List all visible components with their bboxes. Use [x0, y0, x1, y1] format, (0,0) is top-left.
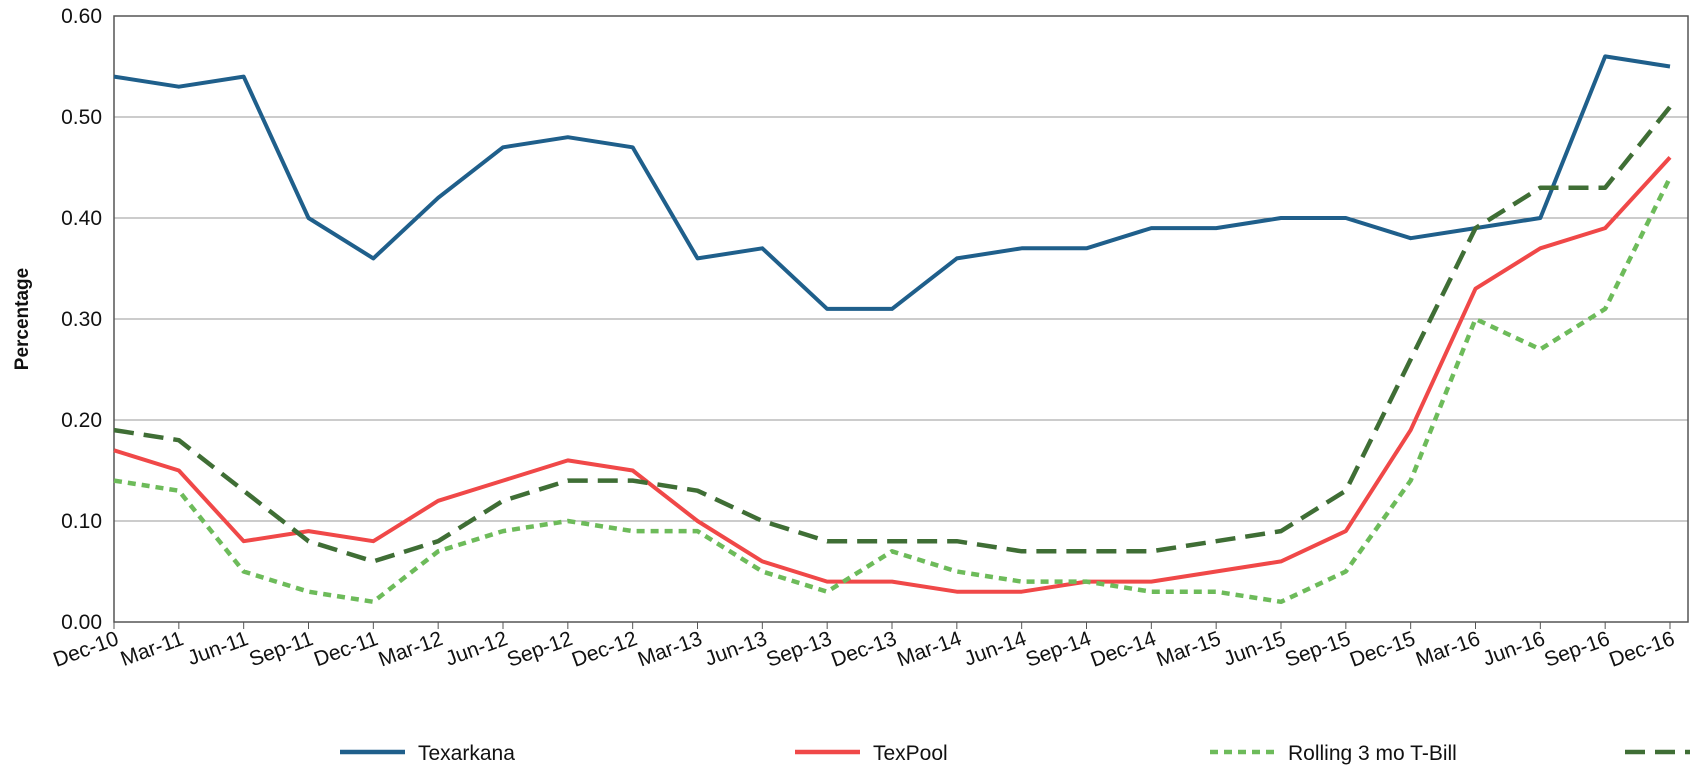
- series-line: [113, 156, 1672, 594]
- x-tick-label: Sep-14: [1023, 627, 1095, 672]
- series-line: [113, 176, 1673, 605]
- y-tick-label: 0.60: [61, 5, 102, 28]
- x-tick-label: Mar-13: [635, 627, 705, 671]
- x-tick-label: Dec-13: [828, 627, 899, 672]
- x-tick-label: Sep-15: [1282, 627, 1354, 672]
- legend-label: TexPool: [873, 742, 948, 765]
- x-tick-label: Mar-12: [375, 627, 445, 671]
- y-tick-label: 0.30: [61, 308, 102, 331]
- y-tick-label: 0.10: [61, 510, 102, 533]
- x-tick-label: Mar-15: [1153, 627, 1223, 671]
- legend-label: Texarkana: [418, 742, 515, 765]
- x-tick-label: Mar-11: [118, 627, 187, 671]
- series-line: [113, 54, 1671, 311]
- x-tick-label: Jun-13: [702, 627, 770, 671]
- x-tick-label: Sep-11: [246, 627, 316, 671]
- x-tick-label: Sep-12: [504, 627, 576, 672]
- x-tick-label: Mar-16: [1413, 627, 1483, 671]
- y-tick-label: 0.20: [61, 409, 102, 432]
- legend-label: Rolling 3 mo T-Bill: [1288, 742, 1457, 765]
- x-tick-label: Jun-15: [1220, 627, 1288, 671]
- y-axis-title: Percentage: [12, 268, 33, 370]
- plot-frame: [113, 15, 1689, 623]
- x-tick-label: Sep-16: [1541, 627, 1613, 672]
- x-tick-label: Dec-16: [1606, 627, 1677, 672]
- x-tick-label: Jun-14: [961, 627, 1030, 671]
- y-tick-label: 0.40: [61, 207, 102, 230]
- y-tick-label: 0.00: [61, 611, 102, 634]
- x-tick-label: Mar-14: [894, 627, 965, 671]
- x-tick-label: Dec-12: [569, 627, 640, 672]
- x-tick-label: Jun-16: [1480, 627, 1548, 671]
- x-tick-label: Dec-14: [1088, 627, 1160, 672]
- x-tick-label: Jun-12: [442, 627, 510, 671]
- y-tick-label: 0.50: [61, 106, 102, 129]
- x-tick-label: Dec-11: [311, 627, 381, 671]
- x-tick-label: Jun-11: [185, 627, 252, 670]
- x-tick-label: Sep-13: [763, 627, 835, 672]
- x-tick-label: Dec-15: [1347, 627, 1418, 672]
- series-line: [113, 105, 1672, 564]
